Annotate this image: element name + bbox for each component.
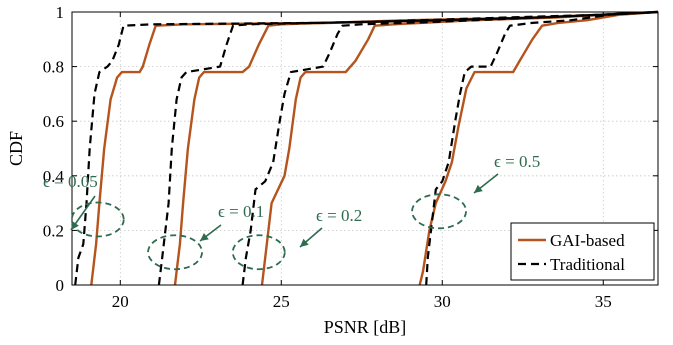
annotation-label: ϵ = 0.05 — [43, 172, 98, 191]
y-tick-label: 0.6 — [43, 112, 64, 131]
legend-label-traditional: Traditional — [550, 255, 625, 274]
annotation-arrow-head — [71, 221, 79, 230]
traditional-curve-eps-0-2 — [241, 10, 659, 286]
x-tick-label: 30 — [434, 292, 451, 311]
axis-ticks: 20 25 30 35 0 0.2 0.4 0.6 0.8 1 — [43, 3, 658, 311]
x-tick-label: 20 — [112, 292, 129, 311]
y-tick-label: 1 — [56, 3, 65, 22]
epsilon-annotations: ϵ = 0.05 ϵ = 0.1 ϵ = 0.2 ϵ = 0.5 — [43, 152, 540, 271]
annotation-arrow-head — [474, 184, 483, 193]
annotation-ellipse — [70, 201, 125, 238]
annotation-ellipse — [411, 193, 467, 230]
traditional-curve-eps-0-1 — [157, 10, 659, 286]
y-tick-label: 0.8 — [43, 58, 64, 77]
annotation-ellipse — [231, 234, 286, 271]
annotation-ellipse — [147, 234, 203, 271]
annotation-arrow-head — [200, 232, 209, 241]
y-axis-title: CDF — [6, 131, 26, 166]
legend: GAI-based Traditional — [510, 222, 655, 281]
legend-box — [510, 222, 655, 281]
annotation-arrow-head — [300, 238, 309, 247]
annotation-label: ϵ = 0.1 — [218, 202, 264, 221]
legend-label-gai-based: GAI-based — [550, 231, 625, 250]
traditional-curve-eps-0-05 — [74, 10, 659, 286]
annotation-label: ϵ = 0.2 — [316, 206, 362, 225]
plot-frame — [71, 11, 659, 286]
annotation-label: ϵ = 0.5 — [494, 152, 540, 171]
y-tick-label: 0.2 — [43, 221, 64, 240]
x-axis-title: PSNR [dB] — [324, 317, 407, 337]
cdf-curves — [74, 10, 659, 286]
y-tick-label: 0 — [56, 276, 65, 295]
gai-based-curve-eps-0-5 — [418, 10, 659, 286]
traditional-curve-eps-0-5 — [425, 10, 659, 286]
y-tick-label: 0.4 — [43, 167, 65, 186]
x-tick-label: 35 — [595, 292, 612, 311]
x-tick-label: 25 — [273, 292, 290, 311]
